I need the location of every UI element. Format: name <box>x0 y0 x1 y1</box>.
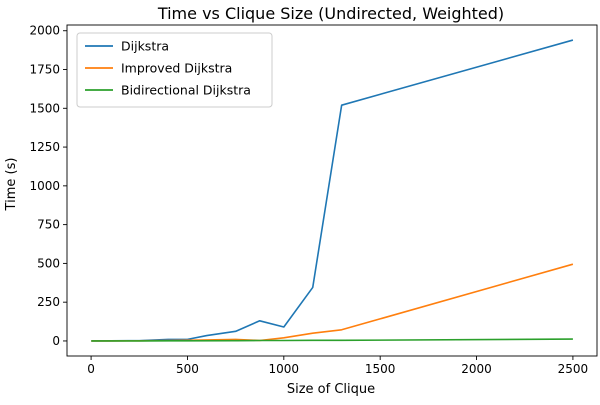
legend-box <box>76 32 273 108</box>
plot-area: 0 500 1000 1500 2000 2500 0 250 500 750 1000 1250 15… <box>29 24 598 376</box>
y-tick-label-3: 750 <box>37 218 60 232</box>
x-tick-label-1: 500 <box>176 362 199 376</box>
y-tick-label-6: 1500 <box>29 101 60 115</box>
legend-label-1: Improved Dijkstra <box>121 61 232 76</box>
legend-label-0: Dijkstra <box>121 39 169 54</box>
y-tick-label-4: 1000 <box>29 179 60 193</box>
x-tick-label-5: 2500 <box>558 362 589 376</box>
y-tick-label-1: 250 <box>37 295 60 309</box>
y-tick-label-0: 0 <box>52 334 60 348</box>
x-tick-label-2: 1000 <box>269 362 300 376</box>
x-tick-label-3: 1500 <box>365 362 396 376</box>
legend-label-2: Bidirectional Dijkstra <box>121 83 251 98</box>
chart-title: Time vs Clique Size (Undirected, Weighte… <box>157 4 504 23</box>
x-tick-label-4: 2000 <box>461 362 492 376</box>
y-axis-label: Time (s) <box>4 158 19 212</box>
y-tick-label-7: 1750 <box>29 63 60 77</box>
plot-frame <box>66 24 598 357</box>
x-tick-label-0: 0 <box>87 362 95 376</box>
series-line-2 <box>91 338 573 342</box>
y-tick-label-2: 500 <box>37 256 60 270</box>
y-tick-label-8: 2000 <box>29 24 60 38</box>
x-axis-label: Size of Clique <box>287 382 375 397</box>
y-tick-label-5: 1250 <box>29 140 60 154</box>
